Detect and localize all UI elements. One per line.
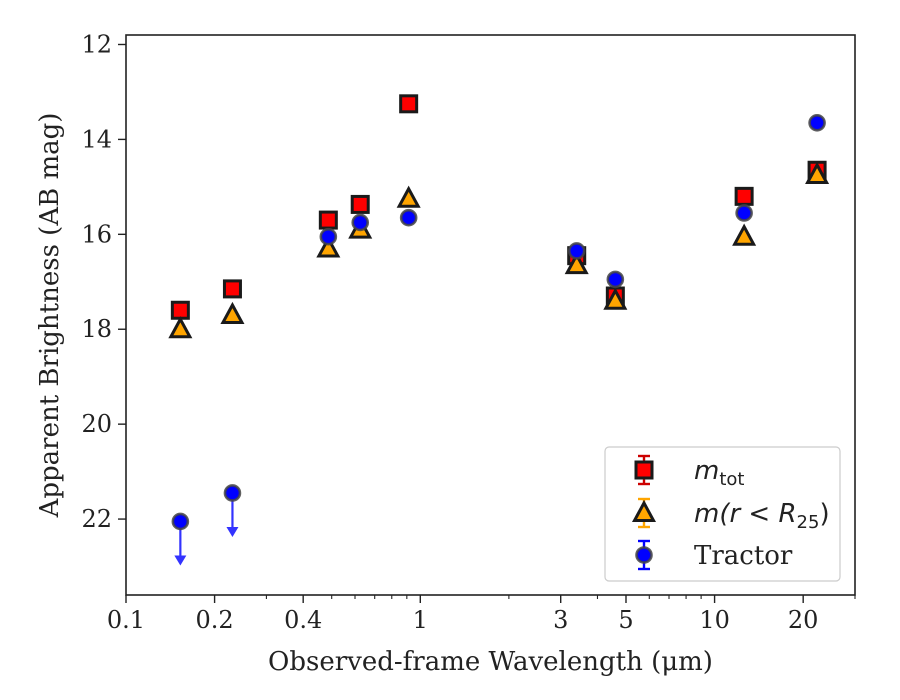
x-tick-label: 0.1	[107, 606, 145, 634]
data-point-square	[350, 194, 370, 214]
ticks-layer: 0.1 0.2 0.4 1 3 5 10 20 12 14 16 18 20 22	[81, 30, 856, 634]
data-point-circle	[319, 227, 338, 246]
y-tick-label: 12	[81, 30, 112, 58]
points-layer	[168, 94, 830, 566]
data-point-circle	[567, 242, 586, 260]
data-point-triangle	[168, 316, 193, 339]
legend-label: mtot	[694, 456, 744, 490]
y-tick-label: 22	[81, 505, 112, 533]
data-point-square	[734, 186, 754, 206]
data-point-square	[170, 300, 190, 320]
legend-label: Tractor	[694, 541, 793, 571]
legend-label: m(r < R25)	[694, 499, 830, 533]
x-tick-label: 0.4	[284, 606, 322, 634]
plot-frame	[125, 34, 856, 596]
y-tick-label: 16	[81, 220, 112, 248]
x-tick-label: 3	[553, 606, 568, 634]
data-point-triangle	[805, 161, 830, 184]
data-point-circle	[223, 484, 242, 502]
upper-limit-arrow-head	[226, 526, 239, 537]
x-tick-label: 0.2	[196, 606, 234, 634]
data-point-circle	[808, 113, 826, 132]
data-point-triangle	[603, 287, 628, 310]
data-point-circle	[606, 270, 625, 289]
x-tick-label: 5	[618, 606, 633, 634]
data-point-triangle	[396, 185, 421, 208]
legend: mtot m(r < R25) Tractor	[604, 446, 841, 582]
x-tick-label: 10	[699, 606, 730, 634]
data-point-square	[399, 94, 419, 114]
y-axis-label: Apparent Brightness (AB mag)	[35, 113, 65, 519]
data-point-circle	[399, 208, 418, 227]
x-axis-label: Observed-frame Wavelength (μm)	[268, 647, 713, 677]
legend-marker-triangle	[631, 499, 657, 522]
data-point-circle	[351, 213, 370, 232]
data-point-triangle	[316, 235, 341, 258]
upper-limit-arrow-head	[174, 555, 187, 566]
x-tick-label: 1	[413, 606, 428, 634]
legend-marker-square	[634, 460, 654, 480]
series-circle	[171, 113, 826, 566]
data-point-square	[222, 279, 242, 299]
data-point-triangle	[564, 252, 589, 275]
legend-marker-circle	[635, 546, 653, 564]
y-tick-label: 18	[81, 315, 112, 343]
data-point-square	[318, 210, 338, 230]
data-point-circle	[735, 204, 753, 222]
y-tick-label: 14	[81, 125, 112, 153]
data-point-triangle	[220, 301, 245, 324]
x-tick-label: 20	[788, 606, 819, 634]
data-point-triangle	[732, 223, 757, 246]
legend-box	[604, 446, 841, 582]
y-tick-label: 20	[81, 410, 112, 438]
data-point-circle	[171, 512, 190, 531]
